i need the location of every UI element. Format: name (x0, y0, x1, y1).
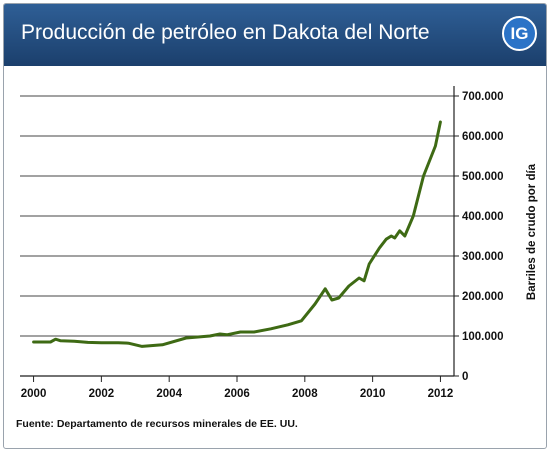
y-tick-label: 500.000 (462, 171, 504, 183)
x-tick-label: 2000 (21, 388, 47, 400)
x-tick-label: 2004 (156, 388, 182, 400)
page-title: Producción de petróleo en Dakota del Nor… (21, 21, 430, 44)
y-tick-label: 200.000 (462, 291, 504, 303)
x-tick-label: 2006 (224, 388, 250, 400)
grid-lines (20, 95, 454, 377)
y-tick-label: 600.000 (462, 131, 504, 143)
y-axis-label: Barriles de crudo por día (526, 163, 538, 300)
source-note: Fuente: Departamento de recursos mineral… (16, 418, 298, 430)
y-axis: 0 100.000 200.000 300.000 400.000 500.000 600.… (453, 86, 504, 383)
y-tick-label: 0 (462, 371, 468, 383)
y-tick-label: 700.000 (462, 91, 504, 103)
line-chart: 2000 2002 2004 2006 2008 2010 2012 0 100.000 200… (20, 86, 538, 400)
series-group (32, 120, 442, 348)
x-tick-label: 2008 (292, 388, 318, 400)
x-axis: 2000 2002 2004 2006 2008 2010 2012 (21, 376, 453, 400)
header-bar: Producción de petróleo en Dakota del Nor… (4, 4, 546, 66)
brand-logo: IG (502, 16, 537, 51)
y-tick-label: 400.000 (462, 211, 504, 223)
x-tick-label: 2002 (89, 388, 115, 400)
x-tick-label: 2012 (428, 388, 454, 400)
chart-frame: Producción de petróleo en Dakota del Nor… (3, 3, 547, 449)
series-line (32, 120, 442, 348)
x-tick-label: 2010 (360, 388, 386, 400)
y-tick-label: 300.000 (462, 251, 504, 263)
y-tick-label: 100.000 (462, 331, 504, 343)
